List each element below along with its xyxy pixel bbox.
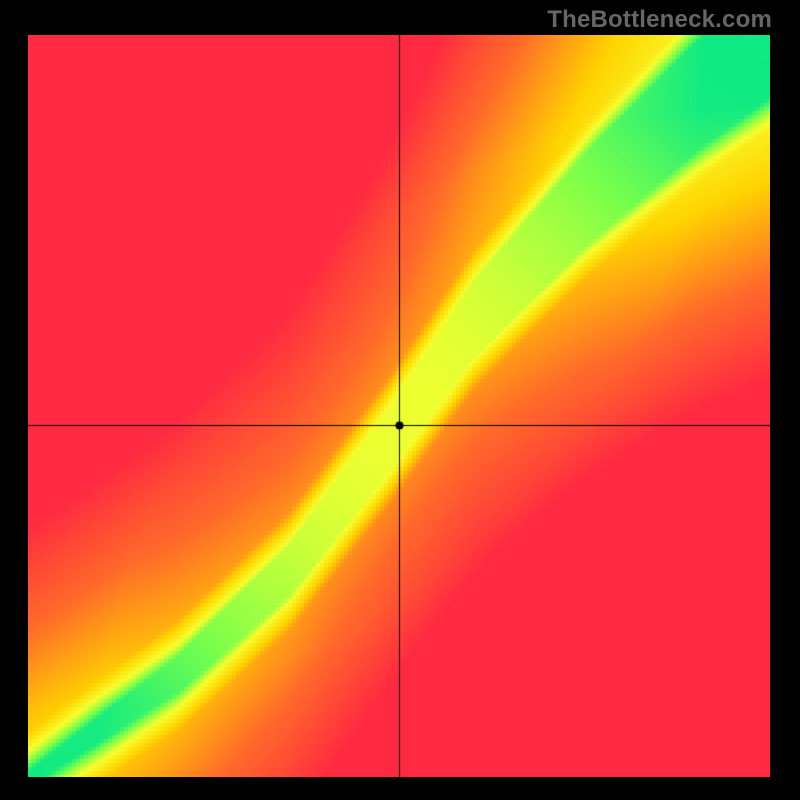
heatmap-canvas (28, 35, 770, 777)
watermark-label: TheBottleneck.com (547, 6, 772, 34)
outer-frame: TheBottleneck.com (0, 0, 800, 800)
